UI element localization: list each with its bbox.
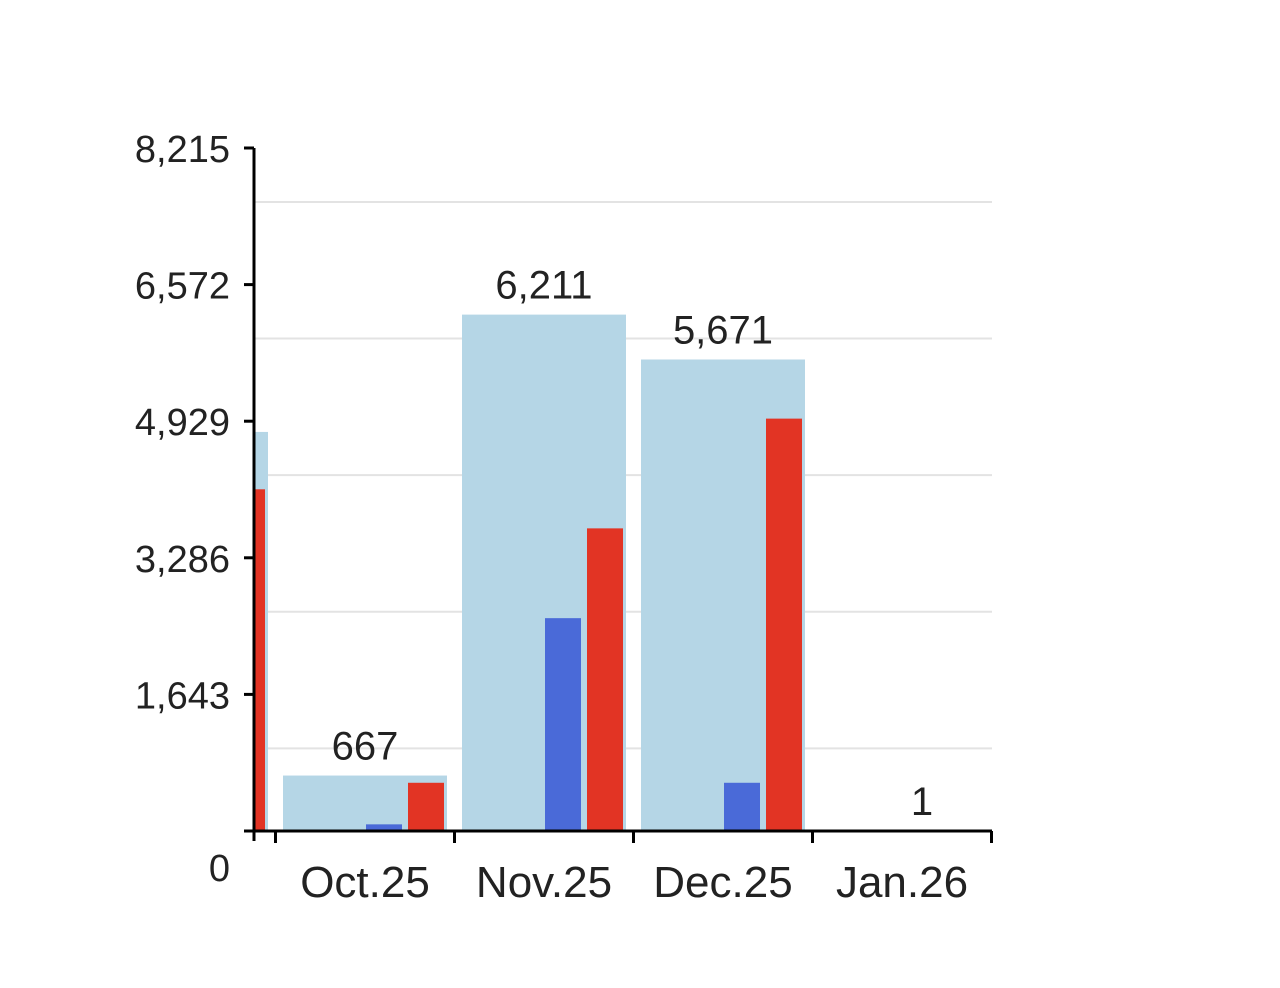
y-tick-label: 3,286 [135, 539, 230, 581]
x-category-label: Jan.26 [836, 858, 968, 907]
total-value-label: 6,211 [495, 264, 592, 308]
x-category-label: Oct.25 [300, 858, 430, 907]
y-tick-label: 6,572 [135, 266, 230, 308]
y-tick-label: 0 [209, 848, 230, 890]
red-bar [408, 782, 444, 831]
total-value-label: 667 [332, 725, 399, 769]
total-value-label: 5,671 [673, 309, 773, 353]
y-tick-label: 1,643 [135, 675, 230, 717]
total-value-label: 1 [911, 780, 933, 824]
blue-bar [545, 618, 581, 831]
bars [254, 314, 984, 831]
total-labels: 667 6,211 5,671 1 [332, 264, 934, 824]
x-tick-labels: Sep.25 Oct.25 Nov.25 Dec.25 Jan.26 [116, 858, 968, 907]
x-category-label: Sep.25 [116, 858, 255, 907]
axes [244, 146, 993, 843]
red-bar [766, 418, 802, 831]
red-bar [587, 528, 623, 831]
y-tick-label: 4,929 [135, 402, 230, 444]
x-category-label: Dec.25 [653, 858, 792, 907]
blue-bar [724, 782, 760, 831]
blue-bar [366, 824, 402, 831]
total-bar [254, 431, 268, 831]
x-category-label: Nov.25 [476, 858, 612, 907]
y-tick-labels: 0 1,643 3,286 4,929 6,572 8,215 [135, 129, 230, 890]
y-tick-label: 8,215 [135, 129, 230, 171]
red-bar [254, 489, 265, 831]
